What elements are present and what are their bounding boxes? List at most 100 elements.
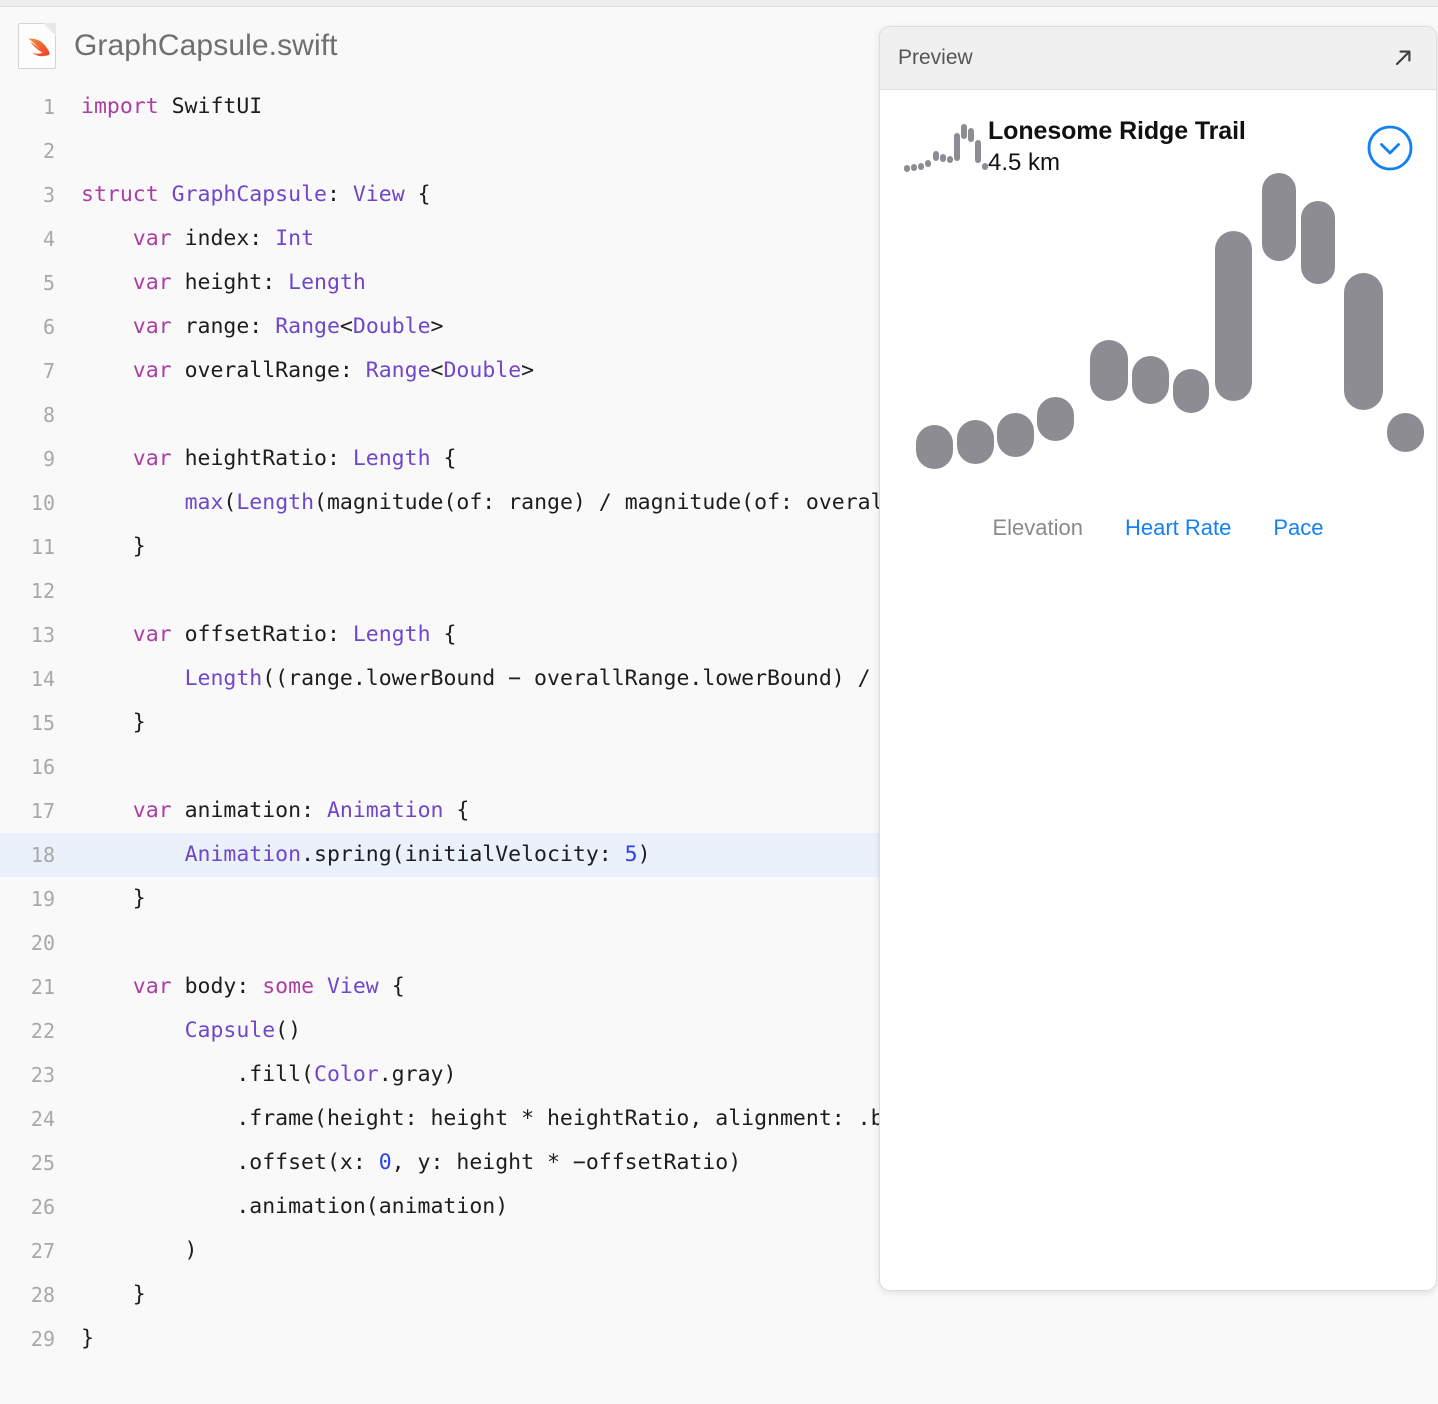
graph-capsule bbox=[1132, 356, 1169, 404]
code-line[interactable]: 28 } bbox=[0, 1273, 880, 1317]
code-content[interactable]: 1 import SwiftUI 2 3 struct GraphCapsule: Vi… bbox=[0, 85, 880, 1361]
line-number: 21 bbox=[30, 975, 55, 999]
graph-legend: Elevation Heart Rate Pace bbox=[902, 515, 1414, 541]
mini-graph-capsule bbox=[954, 133, 960, 161]
window-top-chrome bbox=[0, 0, 1438, 7]
code-line[interactable]: 7 var overallRange: Range<Double> bbox=[0, 349, 880, 393]
mini-graph-capsule bbox=[904, 165, 910, 172]
code-line[interactable]: 26 .animation(animation) bbox=[0, 1185, 880, 1229]
code-text: var offsetRatio: Length { bbox=[132, 622, 457, 647]
mini-graph-capsule bbox=[947, 156, 953, 163]
mini-graph-icon bbox=[902, 120, 988, 175]
code-line[interactable]: 22 Capsule() bbox=[0, 1009, 880, 1053]
line-number: 8 bbox=[42, 403, 55, 427]
code-text: .offset(x: 0, y: height * −offsetRatio) bbox=[81, 1150, 742, 1175]
code-text: var height: Length bbox=[132, 270, 366, 295]
code-line[interactable]: 27 ) bbox=[0, 1229, 880, 1273]
line-number: 15 bbox=[30, 711, 55, 735]
code-line[interactable]: 16 bbox=[0, 745, 880, 789]
line-number: 26 bbox=[30, 1195, 55, 1219]
chevron-down-circle-icon[interactable] bbox=[1366, 124, 1414, 172]
mini-graph-capsule bbox=[968, 128, 974, 142]
code-line[interactable]: 23 .fill(Color.gray) bbox=[0, 1053, 880, 1097]
line-number: 11 bbox=[30, 535, 55, 559]
code-line[interactable]: 3 struct GraphCapsule: View { bbox=[0, 173, 880, 217]
code-text: } bbox=[81, 886, 146, 911]
mini-graph-capsule bbox=[961, 124, 967, 139]
code-line[interactable]: 29} bbox=[0, 1317, 880, 1361]
legend-item-heart-rate[interactable]: Heart Rate bbox=[1124, 515, 1232, 540]
code-text: var heightRatio: Length { bbox=[132, 446, 457, 471]
code-text: .animation(animation) bbox=[81, 1194, 509, 1219]
line-number: 6 bbox=[42, 315, 55, 339]
line-number: 18 bbox=[30, 843, 55, 867]
code-text: } bbox=[81, 534, 146, 559]
graph-capsule bbox=[1344, 273, 1383, 410]
code-line[interactable]: 6 var range: Range<Double> bbox=[0, 305, 880, 349]
legend-item-elevation[interactable]: Elevation bbox=[992, 515, 1083, 540]
code-line[interactable]: 25 .offset(x: 0, y: height * −offsetRati… bbox=[0, 1141, 880, 1185]
code-line[interactable]: 4 var index: Int bbox=[0, 217, 880, 261]
mini-graph-capsule bbox=[975, 140, 981, 163]
code-line[interactable]: 17 var animation: Animation { bbox=[0, 789, 880, 833]
code-text: var index: Int bbox=[132, 226, 315, 251]
preview-header: Preview bbox=[880, 27, 1436, 90]
mini-graph-capsule bbox=[933, 151, 939, 161]
workout-card-text: Lonesome Ridge Trail 4.5 km bbox=[988, 116, 1366, 179]
line-number: 4 bbox=[42, 227, 55, 251]
code-text: } bbox=[81, 710, 146, 735]
code-line[interactable]: 15 } bbox=[0, 701, 880, 745]
preview-panel: Preview Lonesome Ridge Trail 4.5 km El bbox=[879, 26, 1437, 1291]
code-line[interactable]: 19 } bbox=[0, 877, 880, 921]
graph-capsule bbox=[1215, 231, 1252, 401]
graph-capsule bbox=[916, 425, 953, 469]
code-line[interactable]: 9 var heightRatio: Length { bbox=[0, 437, 880, 481]
code-line[interactable]: 24 .frame(height: height * heightRatio, … bbox=[0, 1097, 880, 1141]
trail-name-label: Lonesome Ridge Trail bbox=[988, 117, 1246, 145]
workout-card-header: Lonesome Ridge Trail 4.5 km bbox=[902, 116, 1414, 179]
code-text: var range: Range<Double> bbox=[132, 314, 444, 339]
code-text: var overallRange: Range<Double> bbox=[132, 358, 535, 383]
code-line[interactable]: 2 bbox=[0, 129, 880, 173]
mini-graph-capsule bbox=[911, 164, 917, 171]
line-number: 19 bbox=[30, 887, 55, 911]
elevation-graph bbox=[902, 173, 1424, 511]
graph-capsule bbox=[1173, 369, 1209, 413]
code-text: struct GraphCapsule: View { bbox=[81, 182, 431, 207]
code-line[interactable]: 18 Animation.spring(initialVelocity: 5) bbox=[0, 833, 880, 877]
mini-graph-capsule bbox=[918, 163, 924, 170]
line-number: 25 bbox=[30, 1151, 55, 1175]
code-line[interactable]: 12 bbox=[0, 569, 880, 613]
line-number: 29 bbox=[30, 1327, 55, 1351]
code-text: var body: some View { bbox=[132, 974, 405, 999]
line-number: 16 bbox=[30, 755, 55, 779]
line-number: 28 bbox=[30, 1283, 55, 1307]
code-text: Capsule() bbox=[184, 1018, 302, 1043]
code-line[interactable]: 10 max(Length(magnitude(of: range) / mag… bbox=[0, 481, 880, 525]
code-text: .frame(height: height * heightRatio, ali… bbox=[81, 1106, 880, 1131]
line-number: 17 bbox=[30, 799, 55, 823]
expand-arrow-icon[interactable] bbox=[1390, 45, 1416, 71]
code-line[interactable]: 11 } bbox=[0, 525, 880, 569]
legend-item-pace[interactable]: Pace bbox=[1273, 515, 1324, 540]
swift-file-icon bbox=[18, 23, 56, 69]
code-line[interactable]: 13 var offsetRatio: Length { bbox=[0, 613, 880, 657]
mini-graph-capsule bbox=[940, 154, 946, 162]
code-line[interactable]: 5 var height: Length bbox=[0, 261, 880, 305]
code-line[interactable]: 20 bbox=[0, 921, 880, 965]
code-line[interactable]: 8 bbox=[0, 393, 880, 437]
graph-capsule bbox=[1301, 201, 1335, 284]
mini-graph-capsule bbox=[925, 160, 931, 167]
code-line[interactable]: 21 var body: some View { bbox=[0, 965, 880, 1009]
line-number: 23 bbox=[30, 1063, 55, 1087]
line-number: 10 bbox=[30, 491, 55, 515]
line-number: 20 bbox=[30, 931, 55, 955]
graph-capsule bbox=[1262, 173, 1296, 261]
code-line[interactable]: 1 import SwiftUI bbox=[0, 85, 880, 129]
file-name-label: GraphCapsule.swift bbox=[74, 29, 338, 62]
code-line[interactable]: 14 Length((range.lowerBound − overallRan… bbox=[0, 657, 880, 701]
trail-distance-label: 4.5 km bbox=[988, 149, 1061, 176]
line-number: 3 bbox=[42, 183, 55, 207]
graph-capsule bbox=[1387, 413, 1424, 452]
graph-capsule bbox=[997, 413, 1034, 457]
